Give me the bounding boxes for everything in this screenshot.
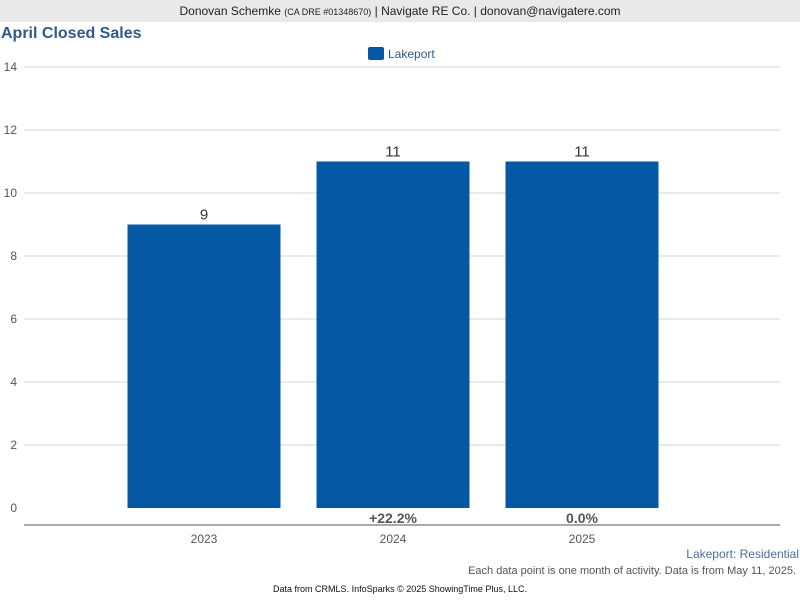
agent-name: Donovan Schemke	[179, 4, 281, 18]
agent-license: (CA DRE #01348670)	[284, 7, 372, 17]
bar	[505, 161, 659, 508]
footer-credit: Data from CRMLS. InfoSparks © 2025 Showi…	[273, 584, 527, 594]
chart-legend[interactable]: Lakeport	[368, 46, 435, 62]
x-tick-label: 2023	[191, 532, 218, 546]
y-tick-label: 2	[10, 438, 17, 452]
agent-contact: | Navigate RE Co. | donovan@navigatere.c…	[374, 4, 621, 18]
bar	[316, 161, 470, 508]
y-tick-label: 0	[10, 501, 17, 515]
y-tick-label: 4	[10, 375, 17, 389]
y-tick-label: 6	[10, 312, 17, 326]
y-tick-label: 14	[4, 60, 18, 74]
change-label: 0.0%	[566, 510, 598, 526]
bar-value-label: 11	[385, 144, 401, 161]
change-label: +22.2%	[369, 510, 417, 526]
x-tick-label: 2024	[380, 532, 407, 546]
bar	[127, 224, 281, 508]
x-tick-label: 2025	[569, 532, 596, 546]
legend-label: Lakeport	[388, 47, 435, 61]
bar-value-label: 9	[200, 207, 208, 224]
chart-subtitle: Lakeport: Residential	[686, 547, 799, 561]
chart-title: April Closed Sales	[1, 25, 142, 42]
y-tick-label: 10	[4, 186, 18, 200]
legend-swatch	[368, 47, 384, 60]
bar-chart: 0 2 4 6 8 10 12 14 9 2023 11 +22.2% 2024 11 0.0% 2025	[4, 60, 780, 546]
y-tick-label: 12	[4, 123, 18, 137]
agent-header: Donovan Schemke (CA DRE #01348670) | Nav…	[0, 0, 800, 22]
data-note: Each data point is one month of activity…	[468, 565, 796, 577]
y-tick-label: 8	[10, 249, 17, 263]
bar-value-label: 11	[574, 144, 590, 161]
